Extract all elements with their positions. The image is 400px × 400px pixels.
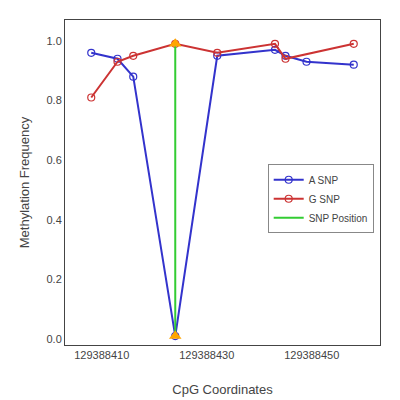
svg-text:Methylation Frequency: Methylation Frequency bbox=[17, 116, 32, 248]
svg-text:0.2: 0.2 bbox=[47, 273, 62, 285]
svg-text:G SNP: G SNP bbox=[309, 194, 340, 205]
svg-text:1.0: 1.0 bbox=[47, 35, 62, 47]
svg-text:SNP Position: SNP Position bbox=[309, 213, 368, 224]
svg-text:129388430: 129388430 bbox=[179, 349, 234, 361]
svg-text:CpG Coordinates: CpG Coordinates bbox=[172, 382, 273, 397]
svg-text:129388450: 129388450 bbox=[284, 349, 339, 361]
svg-text:A SNP: A SNP bbox=[309, 175, 339, 186]
svg-text:0.0: 0.0 bbox=[47, 333, 62, 345]
svg-text:0.6: 0.6 bbox=[47, 154, 62, 166]
svg-text:0.8: 0.8 bbox=[47, 94, 62, 106]
svg-text:129388410: 129388410 bbox=[74, 349, 129, 361]
svg-text:0.4: 0.4 bbox=[47, 214, 62, 226]
